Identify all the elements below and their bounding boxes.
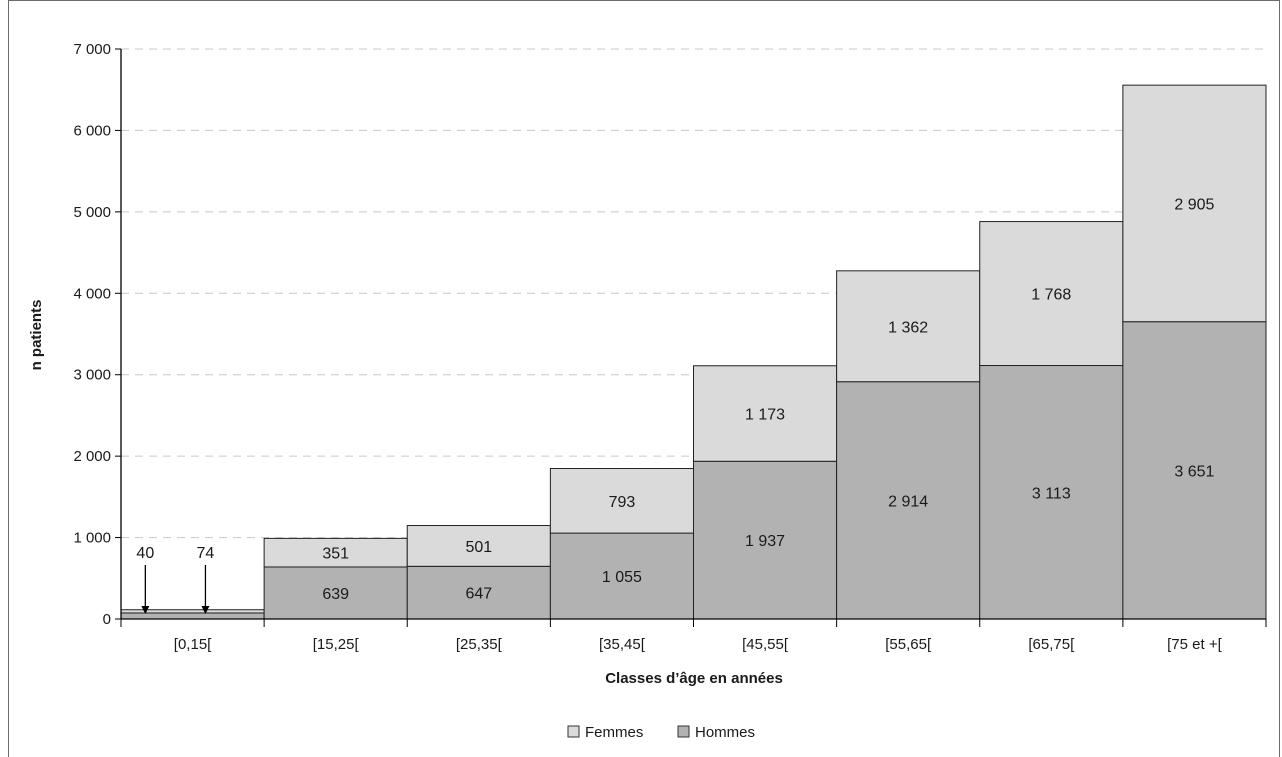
x-axis-title: Classes d’âge en années	[605, 670, 783, 687]
callout-label-femmes-0: 40	[136, 545, 154, 562]
label-femmes-1: 351	[322, 546, 349, 563]
label-hommes-4: 1 937	[745, 533, 785, 550]
bar-femmes-0	[120, 609, 265, 614]
bar-femmes-5	[836, 270, 981, 383]
bar-femmes-3	[549, 468, 694, 534]
x-tick-label-0: [0,15[	[174, 636, 212, 653]
label-hommes-1: 639	[322, 586, 349, 603]
data-labels: 639 351 647 501 1 055 793 1 937 1 173 2 914 1 362…	[322, 196, 1214, 603]
bar-femmes-7	[1122, 84, 1267, 323]
bar-femmes-6	[979, 221, 1124, 367]
x-tick-label-7: [75 et +[	[1167, 636, 1222, 653]
y-tick-label-6: 6 000	[73, 122, 111, 139]
y-tick-label-3: 3 000	[73, 367, 111, 384]
x-tick-label-2: [25,35[	[456, 636, 503, 653]
bar-hommes-0	[120, 612, 265, 620]
callout-arrow-head-hommes	[201, 606, 210, 614]
callout-label-hommes-0: 74	[197, 545, 215, 562]
chart-frame	[8, 0, 1280, 757]
bar-hommes-5	[836, 381, 981, 620]
label-femmes-5: 1 362	[888, 319, 928, 336]
y-tick-label-2: 2 000	[73, 448, 111, 465]
small-value-callouts: 40 74	[136, 545, 214, 614]
legend: Femmes Hommes	[567, 724, 755, 741]
bar-femmes-4	[693, 365, 838, 462]
x-tick-label-4: [45,55[	[742, 636, 789, 653]
axes: 0 1 000 2 000 3 000 4 000 5 000 6 000 7 000 [0,1…	[73, 41, 1267, 653]
y-tick-label-0: 0	[103, 611, 111, 628]
legend-swatch-femmes	[567, 725, 580, 738]
label-femmes-4: 1 173	[745, 407, 785, 424]
x-tick-label-3: [35,45[	[599, 636, 646, 653]
legend-swatch-hommes	[677, 725, 690, 738]
bars	[120, 84, 1267, 620]
bar-femmes-2	[406, 525, 551, 567]
label-femmes-7: 2 905	[1174, 196, 1214, 213]
bar-hommes-7	[1122, 321, 1267, 620]
bar-hommes-4	[693, 460, 838, 620]
bar-hommes-2	[406, 565, 551, 620]
x-tick-label-6: [65,75[	[1028, 636, 1075, 653]
legend-label-hommes: Hommes	[695, 724, 755, 741]
label-hommes-7: 3 651	[1174, 463, 1214, 480]
bar-hommes-1	[263, 566, 408, 620]
label-hommes-5: 2 914	[888, 493, 928, 510]
label-femmes-2: 501	[465, 539, 492, 556]
callout-arrow-head-femmes	[141, 606, 150, 614]
label-hommes-6: 3 113	[1032, 485, 1071, 502]
y-tick-label-4: 4 000	[73, 285, 111, 302]
y-tick-label-5: 5 000	[73, 204, 111, 221]
y-tick-label-7: 7 000	[73, 41, 111, 58]
label-femmes-6: 1 768	[1031, 287, 1071, 304]
label-hommes-2: 647	[465, 586, 492, 603]
label-hommes-3: 1 055	[602, 569, 642, 586]
y-tick-label-1: 1 000	[73, 530, 111, 547]
legend-label-femmes: Femmes	[585, 724, 643, 741]
x-tick-label-5: [55,65[	[885, 636, 932, 653]
x-tick-label-1: [15,25[	[313, 636, 360, 653]
label-femmes-3: 793	[609, 494, 636, 511]
y-axis-title: n patients	[28, 300, 45, 371]
